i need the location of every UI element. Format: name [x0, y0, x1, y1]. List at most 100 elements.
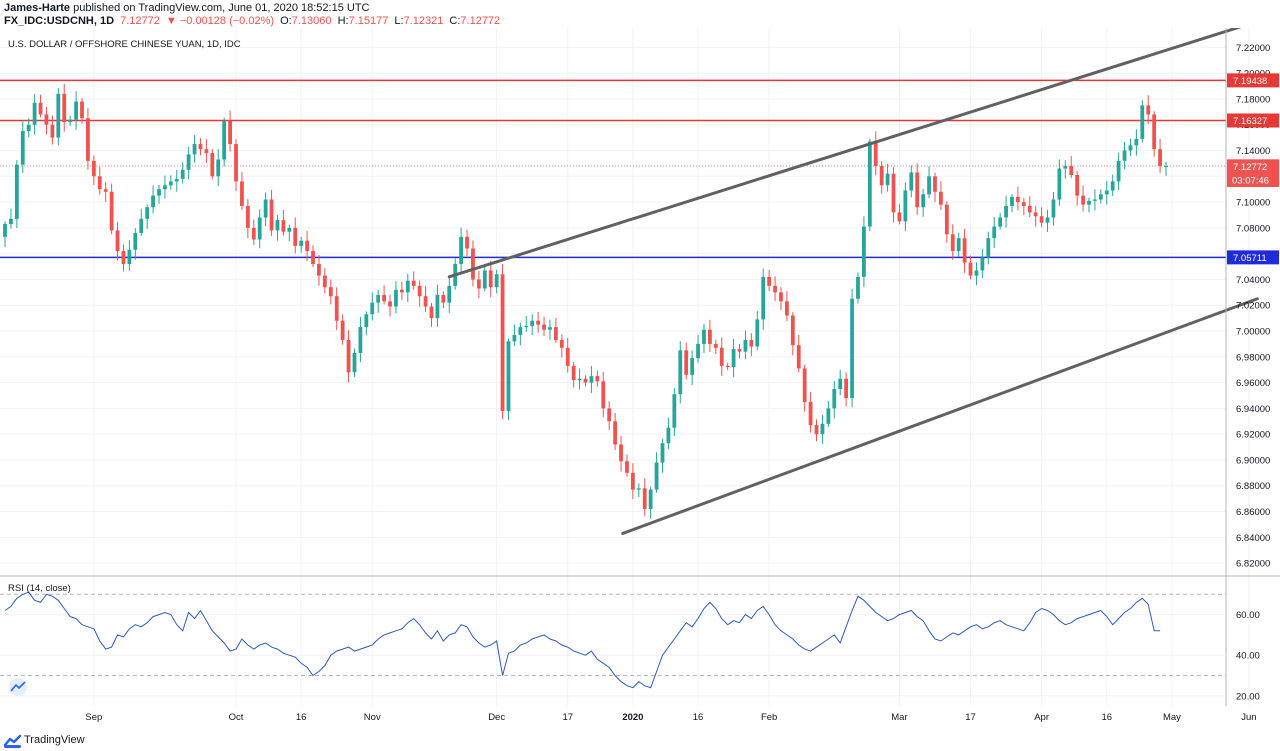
- candle-body: [826, 408, 831, 424]
- price-labels: 7.19438 7.16327 7.12772 7.05711 03:07:46: [1227, 73, 1279, 265]
- candle: [625, 454, 629, 477]
- symbol-label: FX_IDC:USDCNH, 1D: [4, 15, 115, 27]
- price-tick-label: 6.82000: [1236, 559, 1270, 570]
- tradingview-logo-icon[interactable]: [4, 734, 22, 748]
- candle-body: [696, 343, 700, 359]
- candle: [678, 341, 683, 404]
- candle: [139, 208, 144, 237]
- candle-body: [1021, 202, 1026, 206]
- candle: [80, 98, 84, 124]
- candle: [915, 163, 920, 215]
- candle-body: [1051, 199, 1056, 218]
- low-label: L:: [394, 15, 404, 27]
- candle-body: [648, 489, 653, 509]
- candle: [571, 361, 576, 388]
- candle: [228, 110, 232, 152]
- candle: [287, 224, 292, 242]
- candle: [91, 155, 96, 186]
- candle: [1098, 189, 1103, 204]
- candle-body: [998, 217, 1003, 227]
- price-tick-label: 6.88000: [1236, 481, 1270, 492]
- candle: [725, 362, 730, 371]
- candle: [518, 322, 523, 346]
- candle-body: [317, 263, 321, 276]
- candle-body: [1116, 160, 1121, 182]
- candle-body: [275, 220, 280, 231]
- candle: [773, 276, 777, 302]
- candle-body: [388, 301, 392, 307]
- candle-body: [476, 279, 481, 289]
- candle: [672, 388, 677, 436]
- candle-body: [885, 173, 890, 186]
- candle-body: [891, 173, 896, 213]
- candle: [595, 370, 600, 387]
- candle: [856, 272, 860, 304]
- candle-body: [234, 144, 238, 182]
- publish-info: James-Harte published on TradingView.com…: [4, 2, 370, 14]
- footer: TradingView: [0, 730, 1280, 751]
- price-chart[interactable]: U.S. DOLLAR / OFFSHORE CHINESE YUAN, 1D,…: [0, 28, 1280, 730]
- candle: [713, 339, 718, 355]
- candle: [423, 286, 428, 312]
- candle-body: [814, 425, 819, 435]
- candle-body: [500, 274, 505, 411]
- author-name[interactable]: James-Harte: [4, 2, 71, 14]
- candle-body: [1146, 105, 1151, 115]
- time-tick-label: Feb: [761, 712, 777, 723]
- candle: [862, 216, 866, 288]
- candle-body: [589, 376, 594, 383]
- candle: [583, 375, 588, 387]
- candle-body: [382, 294, 387, 302]
- candle: [992, 216, 997, 249]
- candle: [180, 162, 185, 184]
- candle: [417, 280, 422, 307]
- candle-body: [862, 226, 866, 277]
- time-axis: Sep Oct 16 Nov Dec 17 2020 16 Feb Mar 17 Apr 16 May Ju…: [85, 712, 1256, 723]
- candle-body: [625, 461, 629, 473]
- candle-body: [1039, 216, 1044, 223]
- candle-body: [915, 172, 920, 208]
- candle: [530, 314, 535, 336]
- price-label-bg: [1227, 159, 1279, 174]
- candle: [1116, 152, 1121, 191]
- candle: [696, 334, 700, 363]
- candle-body: [956, 238, 961, 252]
- candle-body: [749, 340, 754, 347]
- time-tick-label: 16: [296, 712, 307, 723]
- candle: [542, 316, 546, 336]
- price-tick-label: 7.08000: [1236, 223, 1270, 234]
- price-tick-label: 6.96000: [1236, 378, 1270, 389]
- candle: [524, 316, 529, 332]
- candle-body: [802, 368, 807, 402]
- candle-body: [305, 240, 309, 252]
- candle: [684, 342, 689, 380]
- candle-body: [702, 329, 706, 344]
- candle-body: [690, 358, 695, 375]
- candle-body: [565, 347, 570, 366]
- candle-body: [939, 191, 943, 205]
- candle-body: [399, 289, 404, 293]
- candle: [317, 254, 321, 286]
- candle-body: [97, 176, 102, 190]
- candle-body: [1045, 217, 1050, 223]
- candle-body: [536, 320, 541, 325]
- candle: [761, 268, 766, 330]
- candle-body: [571, 365, 576, 381]
- candle: [44, 107, 49, 135]
- candle: [559, 334, 564, 358]
- price-label: 7.05711: [1227, 250, 1279, 265]
- candle-body: [1075, 174, 1080, 196]
- candle-body: [666, 427, 671, 444]
- candle-body: [1093, 199, 1097, 201]
- candle-body: [50, 124, 55, 138]
- candle-body: [903, 190, 908, 222]
- candle-body: [838, 378, 843, 390]
- candle-body: [174, 178, 179, 182]
- candle-body: [684, 350, 689, 375]
- brand-label[interactable]: TradingView: [24, 734, 85, 746]
- candle: [719, 337, 724, 376]
- chart-header: James-Harte published on TradingView.com…: [0, 0, 1280, 28]
- candle-body: [115, 230, 120, 252]
- candle-body: [293, 227, 298, 246]
- candle: [97, 166, 102, 195]
